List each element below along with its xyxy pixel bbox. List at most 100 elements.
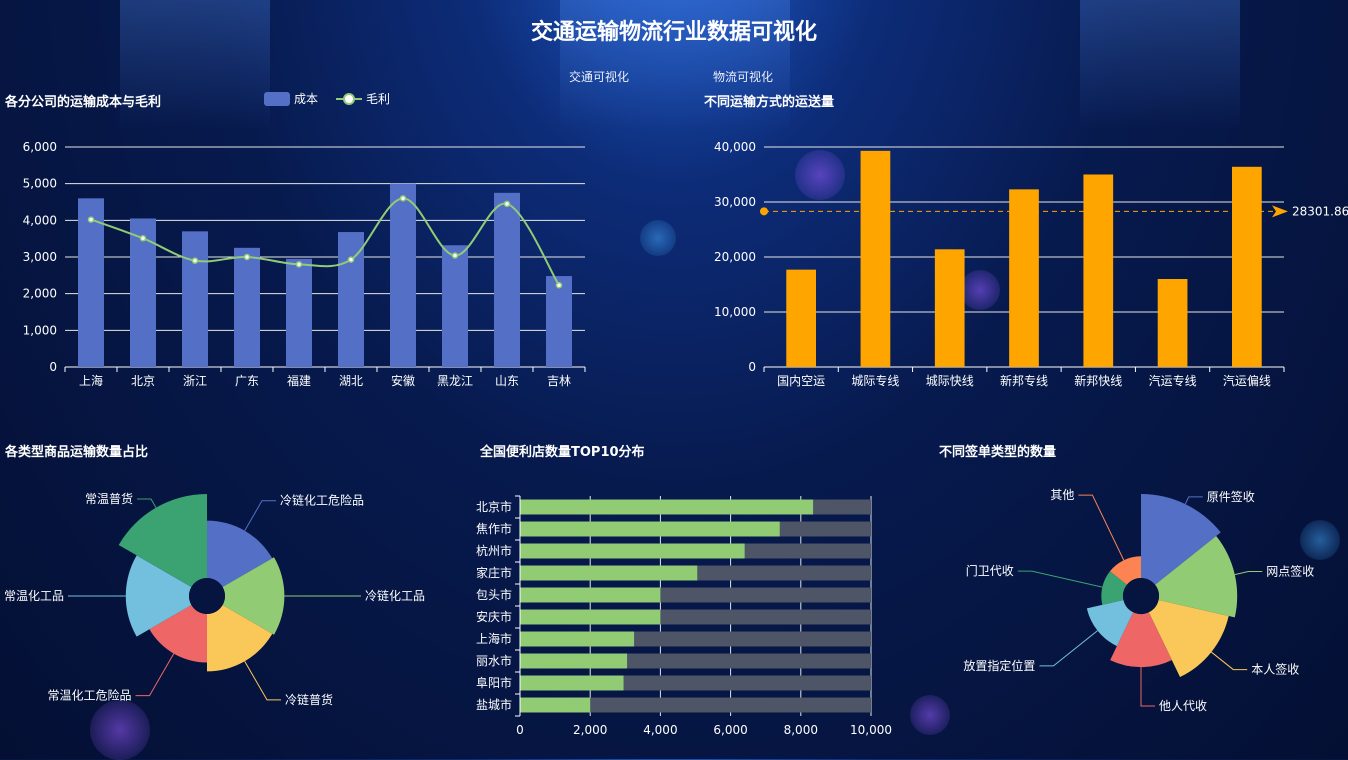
x-tick-label: 国内空运 (777, 374, 825, 388)
cost-profit-legend: 成本 毛利 (264, 90, 402, 107)
slice-label: 本人签收 (1251, 662, 1299, 677)
volume-bar (1232, 166, 1262, 367)
markline-label: 28301.86 (1292, 204, 1348, 218)
y-tick-label: 40,000 (714, 140, 756, 154)
cost-bar (78, 198, 104, 367)
volume-bar (1009, 189, 1039, 367)
x-tick-label: 2,000 (573, 723, 607, 737)
nav-logistics-link[interactable]: 物流可视化 (713, 70, 774, 84)
store-bar (520, 587, 661, 603)
store-bar (520, 499, 814, 515)
cost-profit-title: 各分公司的运输成本与毛利 (5, 95, 162, 110)
glow-spot (795, 150, 845, 200)
slice-label: 常温普货 (85, 491, 133, 506)
slice-label: 他人代收 (1159, 699, 1207, 713)
legend-profit-swatch (336, 92, 363, 106)
x-tick-label: 6,000 (713, 723, 747, 737)
slice-label: 网点签收 (1266, 564, 1314, 579)
rose-slice (1086, 600, 1134, 647)
slice-label: 其他 (1050, 488, 1074, 502)
y-tick-label: 盐城市 (476, 697, 512, 712)
cost-bar (182, 231, 208, 367)
label-leader-line (137, 498, 157, 508)
y-tick-label: 2,000 (23, 287, 57, 301)
y-tick-label: 4,000 (23, 213, 57, 227)
x-tick-label: 4,000 (643, 723, 677, 737)
store-bar (520, 609, 661, 625)
store-bar (520, 697, 591, 713)
legend-cost[interactable]: 成本 (264, 90, 318, 107)
rose-slice (149, 605, 207, 663)
cost-bar (494, 192, 520, 367)
glow-spot (1300, 520, 1340, 560)
cost-bar (234, 247, 260, 367)
slice-label: 冷链化工危险品 (280, 493, 364, 508)
rose-slice (207, 520, 273, 587)
slice-label: 放置指定位置 (963, 658, 1035, 673)
transport-volume-chart: 0 10,000 20,000 30,000 40,000 国内空运 城际专线 城际快线 新邦专… (714, 140, 1348, 388)
y-tick-label: 安庆市 (476, 609, 512, 624)
slice-label: 常温化工危险品 (47, 688, 131, 703)
store-bar (520, 521, 780, 537)
volume-bar (786, 269, 816, 367)
slice-label: 冷链普货 (285, 692, 333, 707)
y-tick-label: 10,000 (714, 305, 756, 319)
volume-bar (1157, 279, 1188, 367)
x-tick-label: 湖北 (339, 373, 363, 388)
x-tick-label: 新邦快线 (1074, 373, 1122, 388)
goods-share-title: 各类型商品运输数量占比 (5, 445, 149, 460)
markline-arrow (1272, 205, 1288, 218)
y-tick-label: 30,000 (714, 195, 756, 209)
y-tick-label: 6,000 (23, 140, 57, 154)
profit-point (503, 200, 511, 208)
y-tick-label: 1,000 (23, 323, 57, 337)
rose-slice (125, 555, 192, 637)
y-tick-label: 丽水市 (476, 653, 512, 668)
slice-label: 冷链化工品 (365, 588, 425, 603)
profit-point (451, 252, 459, 259)
x-tick-label: 福建 (287, 373, 311, 388)
glow-spot (910, 695, 950, 735)
profit-point (555, 281, 563, 289)
volume-bar (860, 150, 891, 367)
x-tick-label: 吉林 (547, 374, 571, 388)
profit-point (87, 216, 95, 223)
profit-point (139, 235, 147, 242)
y-tick-label: 3,000 (23, 250, 57, 264)
rose-slice (1110, 612, 1172, 668)
x-tick-label: 0 (516, 723, 524, 737)
legend-cost-label: 成本 (294, 92, 319, 106)
label-leader-line (244, 661, 281, 701)
label-leader-line (1184, 496, 1203, 505)
glow-spot (640, 220, 676, 256)
slice-label: 原件签收 (1207, 489, 1255, 504)
y-tick-label: 家庄市 (476, 565, 512, 580)
x-tick-label: 8,000 (784, 723, 818, 737)
rose-center-hole (1123, 578, 1159, 614)
cost-bar (546, 276, 572, 367)
glow-spot (90, 700, 150, 760)
profit-point (347, 256, 355, 263)
label-leader-line (1017, 570, 1103, 588)
rose-slice (1141, 494, 1221, 585)
transport-volume-title: 不同运输方式的运送量 (704, 95, 835, 110)
x-tick-label: 城际专线 (851, 373, 899, 388)
label-leader-line (244, 500, 276, 531)
store-top10-title: 全国便利店数量TOP10分布 (480, 445, 645, 460)
legend-profit[interactable]: 毛利 (336, 90, 390, 107)
y-tick-label: 0 (49, 360, 57, 374)
y-tick-label: 阜阳市 (476, 675, 512, 690)
y-tick-label: 上海市 (476, 631, 512, 646)
y-tick-label: 焦作市 (476, 521, 512, 536)
light-beam (120, 0, 270, 130)
x-tick-label: 安徽 (391, 373, 415, 388)
volume-bar (1083, 174, 1114, 367)
nav-traffic-link[interactable]: 交通可视化 (569, 70, 630, 84)
y-tick-label: 5,000 (23, 177, 57, 191)
y-tick-label: 0 (748, 360, 756, 374)
x-tick-label: 10,000 (850, 723, 892, 737)
cost-bar (286, 258, 312, 367)
cost-bar (442, 245, 468, 367)
